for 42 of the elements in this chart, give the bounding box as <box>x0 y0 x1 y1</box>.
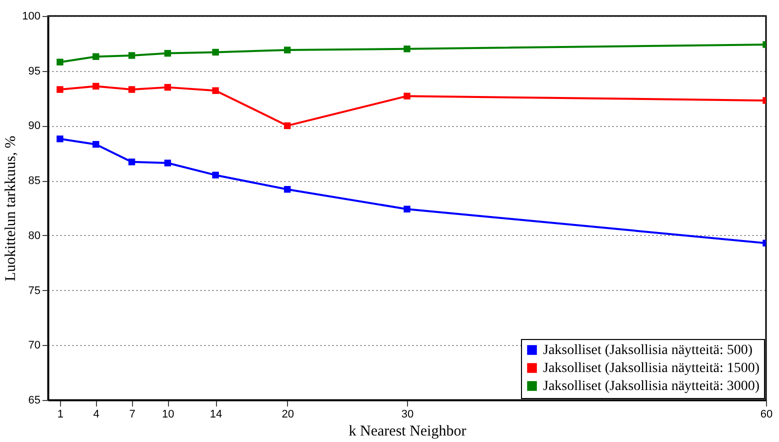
x-tick-label: 1 <box>57 408 64 420</box>
point <box>92 53 100 60</box>
x-tick-label: 20 <box>282 408 294 420</box>
y-tick-label: 80 <box>28 230 40 242</box>
point <box>56 86 64 93</box>
point <box>284 186 291 193</box>
point <box>404 206 410 212</box>
point <box>56 58 64 66</box>
point <box>284 46 291 54</box>
point <box>164 160 172 166</box>
point <box>92 141 100 148</box>
point <box>212 172 219 178</box>
point <box>128 86 136 93</box>
point <box>212 87 219 94</box>
x-axis-title: k Nearest Neighbor <box>348 424 466 440</box>
x-tick-label: 60 <box>760 408 773 420</box>
x-tick-label: 7 <box>129 408 136 420</box>
y-tick-label: 100 <box>22 10 40 22</box>
x-tick-label: 10 <box>162 408 174 420</box>
x-tick-label: 4 <box>93 408 100 420</box>
point <box>128 52 136 59</box>
y-tick-label: 65 <box>28 394 40 406</box>
y-tick-label: 95 <box>28 65 40 78</box>
legend-label: Jaksolliset (Jaksollisia näytteitä: 500) <box>543 343 753 358</box>
legend-label: Jaksolliset (Jaksollisia näytteitä: 1500) <box>543 361 760 376</box>
point <box>164 50 172 57</box>
point <box>404 92 410 100</box>
y-axis-title: Luokittelun tarkkuus, % <box>3 136 20 282</box>
point <box>128 158 136 166</box>
point <box>284 122 291 130</box>
point <box>56 136 64 142</box>
point <box>212 48 219 56</box>
x-tick-label: 14 <box>210 408 222 420</box>
y-tick-label: 90 <box>28 120 40 132</box>
y-tick-label: 85 <box>28 175 40 188</box>
legend-label: Jaksolliset (Jaksollisia näytteitä: 3000) <box>543 379 760 394</box>
point <box>164 84 172 91</box>
x-tick-label: 30 <box>401 408 414 420</box>
point <box>404 46 410 52</box>
point <box>92 82 100 90</box>
y-tick-label: 70 <box>28 340 40 352</box>
y-tick-label: 75 <box>28 284 40 297</box>
